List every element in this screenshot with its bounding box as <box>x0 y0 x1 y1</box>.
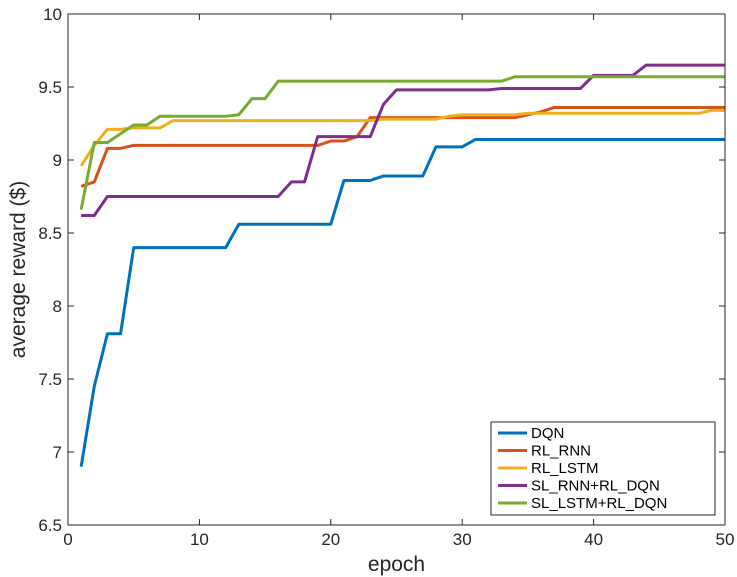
y-tick-label: 8 <box>53 297 62 316</box>
legend-label: SL_RNN+RL_DQN <box>531 478 660 495</box>
x-tick-label: 20 <box>321 530 340 549</box>
x-tick-label: 0 <box>63 530 72 549</box>
y-tick-label: 8.5 <box>38 224 62 243</box>
y-tick-label: 9 <box>53 151 62 170</box>
series-line-5 <box>79 75 725 210</box>
legend-label: DQN <box>531 425 564 442</box>
x-tick-label: 10 <box>190 530 209 549</box>
legend: DQNRL_RNNRL_LSTMSL_RNN+RL_DQNSL_LSTM+RL_… <box>490 421 716 516</box>
x-tick-label: 50 <box>716 530 735 549</box>
series-line-3 <box>79 108 725 167</box>
series-layer <box>79 63 725 467</box>
x-tick-label: 30 <box>453 530 472 549</box>
y-axis-label: average reward ($) <box>7 181 30 358</box>
x-tick-label: 40 <box>584 530 603 549</box>
legend-box <box>490 421 716 516</box>
series-line-1 <box>79 138 725 467</box>
legend-label: RL_RNN <box>531 443 591 460</box>
plot-area-frame <box>67 13 726 526</box>
x-axis-label: epoch <box>368 553 425 576</box>
y-tick-label: 10 <box>43 5 62 24</box>
y-tick-label: 7 <box>53 443 62 462</box>
y-tick-label: 7.5 <box>38 370 62 389</box>
y-tick-label: 6.5 <box>38 516 62 535</box>
legend-label: SL_LSTM+RL_DQN <box>531 495 667 512</box>
y-tick-label: 9.5 <box>38 78 62 97</box>
tick-layer: 0 10 20 30 40 50 6.5 7 7.5 8 8.5 9 9.5 10 <box>38 5 734 549</box>
legend-label: RL_LSTM <box>531 460 599 477</box>
